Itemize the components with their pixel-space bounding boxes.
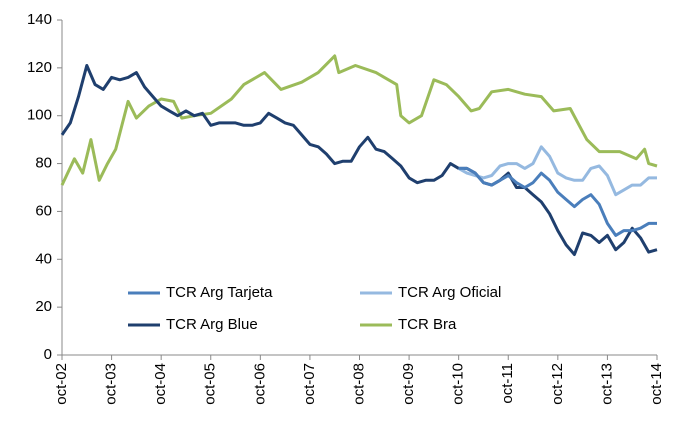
y-tick-label: 20 xyxy=(35,298,52,315)
series-line xyxy=(457,145,657,197)
x-tick-label: oct-08 xyxy=(350,363,367,405)
x-tick-label: oct-06 xyxy=(251,363,268,405)
x-tick-label: oct-04 xyxy=(152,363,169,405)
series-line xyxy=(60,54,658,186)
legend-label: TCR Bra xyxy=(398,316,457,333)
series-line xyxy=(458,166,657,237)
x-tick-label: oct-02 xyxy=(53,363,70,405)
y-tick-label: 100 xyxy=(27,107,52,124)
series-line xyxy=(60,64,658,256)
x-tick-label: oct-03 xyxy=(103,363,120,405)
x-tick-label: oct-07 xyxy=(301,363,318,405)
y-tick-label: 0 xyxy=(44,346,52,363)
x-tick-label: oct-11 xyxy=(499,363,516,404)
x-tick-label: oct-09 xyxy=(400,363,417,405)
legend-label: TCR Arg Blue xyxy=(166,316,258,333)
y-tick-label: 60 xyxy=(35,202,52,219)
y-tick-label: 140 xyxy=(27,11,52,28)
x-tick-label: oct-13 xyxy=(598,363,615,405)
x-tick-label: oct-12 xyxy=(549,363,566,405)
x-tick-label: oct-05 xyxy=(202,363,219,405)
legend-label: TCR Arg Tarjeta xyxy=(166,284,273,301)
y-tick-label: 120 xyxy=(27,59,52,76)
y-tick-label: 80 xyxy=(35,155,52,172)
y-tick-label: 40 xyxy=(35,250,52,267)
legend-label: TCR Arg Oficial xyxy=(398,284,501,301)
x-tick-label: oct-10 xyxy=(450,363,467,405)
x-tick-label: oct-14 xyxy=(648,363,665,405)
